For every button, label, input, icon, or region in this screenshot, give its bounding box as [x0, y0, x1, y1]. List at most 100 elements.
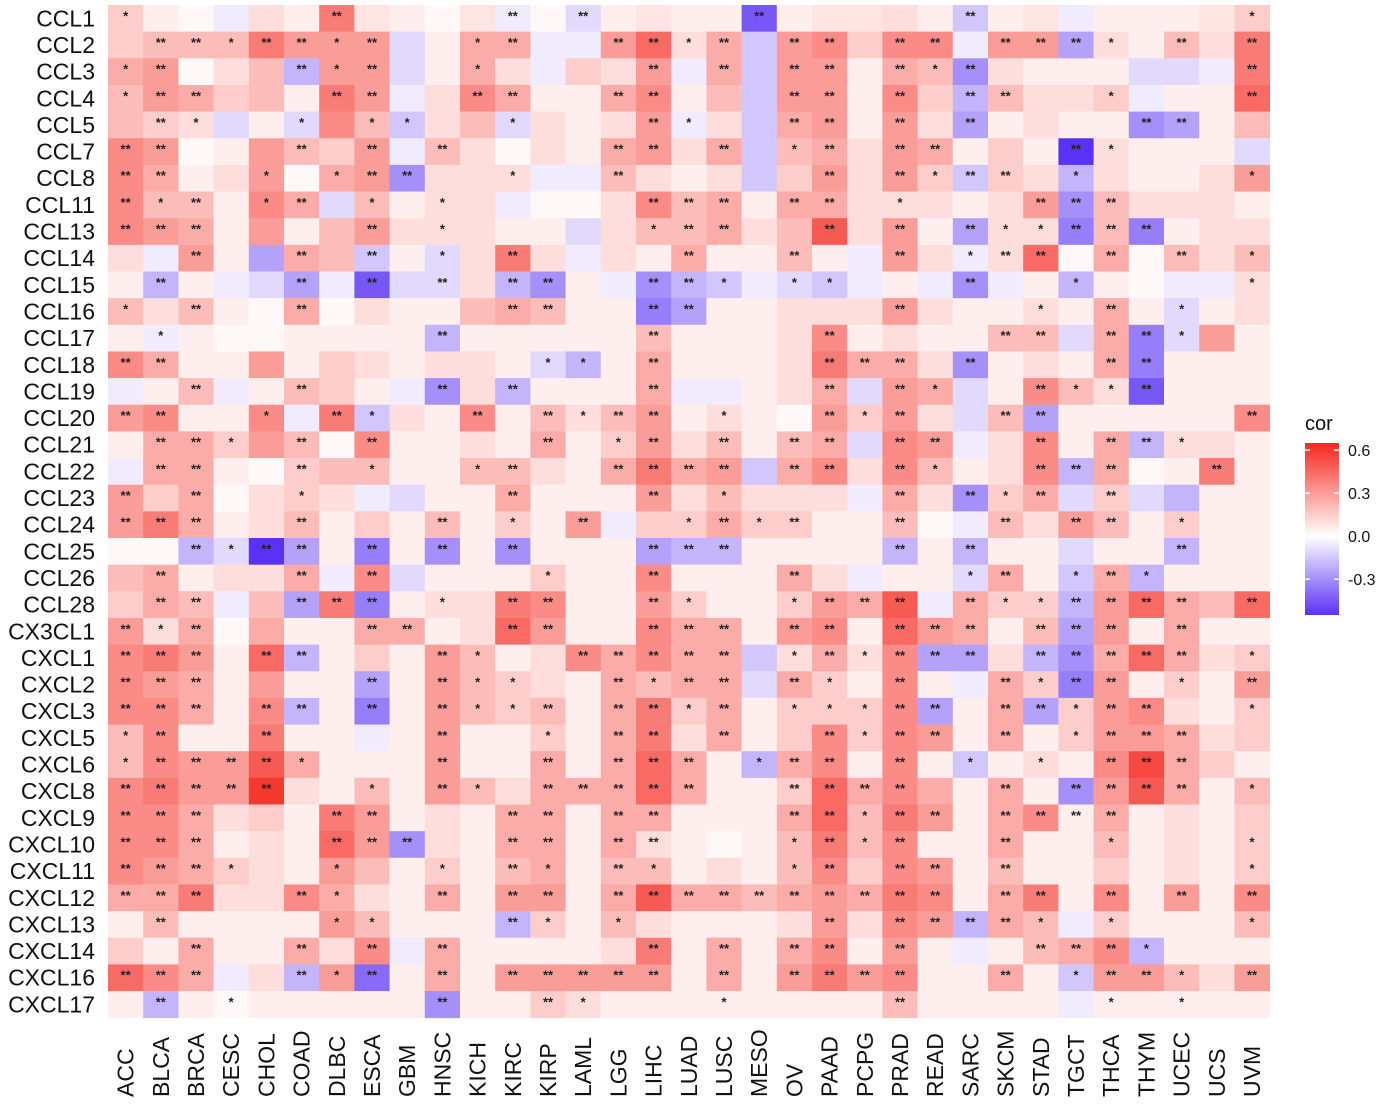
significance-marker: ** — [649, 701, 660, 716]
heatmap-cell-CCL25-UVM — [1234, 538, 1270, 566]
heatmap-cell-CCL18-READ — [917, 351, 954, 379]
heatmap-cell-CXCL2-CESC — [213, 671, 250, 699]
heatmap-cell-CCL18-SKCM — [988, 351, 1024, 379]
heatmap-cell-CCL21-GBM — [389, 431, 426, 459]
heatmap-cell-CCL3-THYM — [1128, 58, 1165, 86]
heatmap-cell-CCL11-UCS — [1199, 191, 1235, 219]
heatmap-cell-CX3CL1-BRCA — [178, 617, 214, 645]
heatmap-cell-CXCL8-PRAD — [882, 777, 918, 805]
significance-marker: * — [968, 248, 974, 263]
heatmap-cell-CCL2-KIRC — [495, 31, 531, 59]
heatmap-cell-CXCL16-THCA — [1093, 964, 1130, 992]
heatmap-cell-CXCL2-TGCT — [1058, 671, 1094, 699]
heatmap-cell-CCL13-DLBC — [319, 218, 355, 246]
heatmap-cell-CCL8-BRCA — [178, 164, 214, 192]
significance-marker: ** — [930, 435, 941, 450]
significance-marker: ** — [367, 675, 378, 690]
significance-marker: * — [440, 248, 446, 263]
heatmap-cell-CX3CL1-COAD — [284, 617, 320, 645]
significance-marker: ** — [684, 275, 695, 290]
heatmap-cell-CCL20-ESCA — [354, 404, 390, 432]
heatmap-cell-CCL7-HNSC — [424, 138, 461, 166]
significance-marker: * — [123, 88, 129, 103]
heatmap-cell-CXCL11-LIHC — [636, 857, 672, 885]
heatmap-cell-CXCL17-LAML — [565, 991, 602, 1019]
significance-marker: * — [545, 355, 551, 370]
heatmap-cell-CXCL8-READ — [917, 777, 954, 805]
heatmap-cell-CCL25-COAD — [284, 538, 320, 566]
heatmap-cell-CXCL12-UVM — [1234, 884, 1270, 912]
heatmap-cell-CCL14-UCS — [1199, 244, 1235, 272]
heatmap-cell-CCL3-PRAD — [882, 58, 918, 86]
heatmap-cell-CXCL3-PRAD — [882, 697, 918, 725]
significance-marker: ** — [1106, 781, 1117, 796]
significance-marker: ** — [789, 781, 800, 796]
heatmap-cell-CCL23-PAAD — [812, 484, 848, 512]
significance-marker: ** — [895, 994, 906, 1009]
heatmap-cell-CXCL14-LIHC — [636, 937, 672, 965]
heatmap-cell-CCL26-SARC — [952, 564, 989, 592]
heatmap-cell-CXCL5-SKCM — [988, 724, 1024, 752]
heatmap-cell-CXCL2-READ — [917, 671, 954, 699]
significance-marker: ** — [332, 595, 343, 610]
significance-marker: ** — [297, 568, 308, 583]
heatmap-cell-CXCL11-LGG — [600, 857, 637, 885]
heatmap-cell-CCL5-BRCA — [178, 111, 214, 139]
heatmap-cell-CCL18-KICH — [460, 351, 496, 379]
heatmap-cell-CXCL2-THCA — [1093, 671, 1130, 699]
heatmap-cell-CXCL3-MESO — [741, 697, 778, 725]
heatmap-cell-CXCL2-DLBC — [319, 671, 355, 699]
heatmap-cell-CXCL17-ACC — [108, 991, 144, 1019]
heatmap-cell-CCL16-BLCA — [143, 298, 179, 326]
row-label-CCL7: CCL7 — [36, 139, 95, 165]
heatmap-cell-CXCL6-ESCA — [354, 751, 390, 779]
heatmap-cell-CXCL2-KICH — [460, 671, 496, 699]
heatmap-cell-CXCL1-PCPG — [847, 644, 883, 672]
heatmap-cell-CCL16-MESO — [741, 298, 778, 326]
significance-marker: ** — [895, 488, 906, 503]
significance-marker: ** — [789, 115, 800, 130]
significance-marker: ** — [508, 461, 519, 476]
heatmap-cell-CCL16-COAD — [284, 298, 320, 326]
heatmap-cell-CCL15-CHOL — [248, 271, 285, 299]
significance-marker: ** — [191, 755, 202, 770]
heatmap-cell-CXCL14-KIRC — [495, 937, 531, 965]
significance-marker: ** — [1036, 488, 1047, 503]
row-label-CCL8: CCL8 — [36, 165, 95, 191]
heatmap-cell-CXCL9-PAAD — [812, 804, 848, 832]
heatmap-cell-CCL22-BLCA — [143, 458, 179, 486]
significance-marker: ** — [508, 861, 519, 876]
heatmap-cell-CCL23-READ — [917, 484, 954, 512]
row-label-CCL24: CCL24 — [23, 512, 95, 538]
row-label-CCL17: CCL17 — [23, 325, 95, 351]
heatmap-cell-CXCL1-ACC — [108, 644, 144, 672]
heatmap-cell-CCL14-PCPG — [847, 244, 883, 272]
heatmap-cell-CCL1-LGG — [600, 5, 637, 33]
heatmap-cell-CXCL9-STAD — [1023, 804, 1059, 832]
heatmap-cell-CXCL1-COAD — [284, 644, 320, 672]
heatmap-cell-CCL7-LUSC — [706, 138, 742, 166]
significance-marker: ** — [297, 968, 308, 983]
heatmap-cell-CX3CL1-LIHC — [636, 617, 672, 645]
heatmap-cell-CCL1-COAD — [284, 5, 320, 33]
heatmap-cell-CCL8-KIRP — [530, 164, 566, 192]
heatmap-cell-CCL7-KIRC — [495, 138, 531, 166]
heatmap-cell-CXCL6-SKCM — [988, 751, 1024, 779]
significance-marker: ** — [684, 675, 695, 690]
heatmap-cell-CXCL13-GBM — [389, 911, 426, 939]
significance-marker: ** — [860, 355, 871, 370]
heatmap-cell-CCL19-STAD — [1023, 378, 1059, 406]
heatmap-cell-CCL3-BRCA — [178, 58, 214, 86]
heatmap-cell-CCL26-KICH — [460, 564, 496, 592]
heatmap-cell-CCL4-ACC — [108, 84, 144, 112]
significance-marker: ** — [437, 728, 448, 743]
heatmap-cell-CCL26-TGCT — [1058, 564, 1094, 592]
significance-marker: ** — [191, 834, 202, 849]
heatmap-cell-CXCL5-KIRP — [530, 724, 566, 752]
significance-marker: ** — [121, 142, 132, 157]
heatmap-cell-CCL24-HNSC — [424, 511, 461, 539]
heatmap-cell-CCL25-PAAD — [812, 538, 848, 566]
row-label-CCL16: CCL16 — [23, 298, 95, 324]
significance-marker: * — [369, 408, 375, 423]
significance-marker: ** — [121, 515, 132, 530]
